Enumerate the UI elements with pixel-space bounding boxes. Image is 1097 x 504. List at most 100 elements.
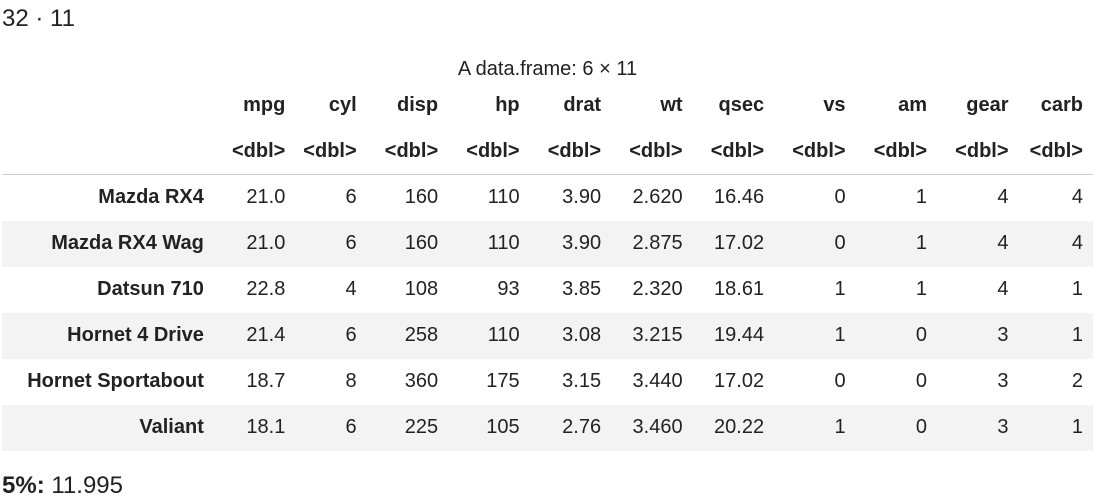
table-cell: 21.4 [246,324,286,346]
quantile-label: 5%: [2,472,45,499]
table-cell: 0 [915,370,928,392]
column-header-row: mpg cyl disp hp drat wt qsec vs am gear … [2,82,1093,128]
row-name: Mazda RX4 [98,186,204,209]
table-cell: 1 [915,232,928,254]
table-cell: 258 [404,324,439,346]
column-type: <dbl> [448,128,530,175]
table-cell: 3.90 [562,232,602,254]
table-cell: 3.215 [632,324,683,346]
table-cell: 18.61 [714,278,765,300]
row-name: Hornet 4 Drive [67,324,204,346]
table-cell: 18.1 [246,416,286,438]
table-cell: 4 [997,186,1009,209]
table-cell: 1 [1071,278,1083,300]
column-type: <dbl> [774,128,856,175]
column-header: qsec [718,93,765,116]
table-cell: 6 [345,232,357,254]
table-cell: 3 [997,370,1009,392]
table-cell: 110 [487,324,520,346]
table-cell: 360 [404,370,439,392]
table-cell: 2 [1071,370,1083,392]
table-cell: 8 [345,370,357,392]
table-cell: 2.76 [562,416,602,438]
row-name: Mazda RX4 Wag [51,232,204,254]
table-cell: 6 [345,186,357,209]
table-cell: 110 [487,232,520,254]
table-cell: 3.08 [562,324,602,346]
table-cell: 4 [1071,232,1083,254]
column-type: <dbl> [295,128,367,175]
quantile-value: 11.995 [51,472,123,499]
table-cell: 16.46 [714,186,765,209]
column-header: mpg [243,93,286,116]
table-cell: 0 [915,416,928,438]
table-cell: 1 [1071,324,1083,346]
row-name: Valiant [139,416,204,438]
column-header: hp [495,93,520,116]
column-header: disp [397,93,439,116]
column-type: <dbl> [937,128,1019,175]
table-cell: 6 [345,324,357,346]
table-cell: 2.620 [632,186,683,209]
table-cell: 22.8 [246,278,286,300]
table-cell: 21.0 [246,232,286,254]
table-cell: 19.44 [714,324,765,346]
table-cell: 0 [915,324,928,346]
dataframe-output: A data.frame: 6 × 11 mpg cyl disp hp dra… [2,56,1093,451]
table-cell: 18.7 [246,370,286,392]
table-cell: 17.02 [714,232,765,254]
quantile-output: 5%: 11.995 [2,470,123,502]
row-name-type [2,128,214,175]
table-cell: 1 [915,278,928,300]
table-cell: 20.22 [714,416,765,438]
table-cell: 21.0 [246,186,286,209]
column-header: cyl [328,93,357,116]
table-cell: 3 [997,416,1009,438]
table-cell: 3.90 [562,186,602,209]
table-row: Datsun 710 22.8 4 108 93 3.85 2.320 18.6… [2,267,1093,313]
table-cell: 0 [834,232,846,254]
table-cell: 108 [404,278,439,300]
table-cell: 175 [486,370,520,392]
column-type: <dbl> [692,128,775,175]
table-cell: 93 [497,278,520,300]
table-cell: 1 [834,278,846,300]
table-cell: 2.320 [632,278,683,300]
table-cell: 110 [487,186,520,209]
table-row: Mazda RX4 Wag 21.0 6 160 110 3.90 2.875 … [2,220,1093,267]
table-cell: 6 [345,416,357,438]
row-name: Datsun 710 [97,278,204,300]
row-name-header [2,82,214,128]
table-cell: 3 [997,324,1009,346]
table-cell: 3.460 [632,416,683,438]
table-cell: 17.02 [714,370,765,392]
table-cell: 3.15 [562,370,602,392]
column-type-row: <dbl> <dbl> <dbl> <dbl> <dbl> <dbl> <dbl… [2,128,1093,175]
table-cell: 0 [834,186,846,209]
column-type: <dbl> [529,128,612,175]
dataframe-table: mpg cyl disp hp drat wt qsec vs am gear … [2,82,1093,451]
table-row: Valiant 18.1 6 225 105 2.76 3.460 20.22 … [2,404,1093,451]
column-type: <dbl> [366,128,449,175]
table-cell: 4 [1071,186,1083,209]
column-header: carb [1040,93,1083,116]
table-cell: 1 [834,324,846,346]
column-header: vs [823,93,846,116]
table-cell: 160 [404,232,439,254]
table-cell: 4 [997,232,1009,254]
table-cell: 1 [915,186,928,209]
table-cell: 1 [1071,416,1083,438]
table-cell: 105 [486,416,520,438]
table-cell: 3.85 [562,278,602,300]
column-header: am [898,93,928,116]
table-cell: 160 [404,186,439,209]
table-row: Hornet Sportabout 18.7 8 360 175 3.15 3.… [2,359,1093,405]
dims-output: 32 · 11 [2,5,75,32]
column-header: gear [966,93,1009,116]
row-name: Hornet Sportabout [27,370,204,392]
table-row: Mazda RX4 21.0 6 160 110 3.90 2.620 16.4… [2,175,1093,221]
table-cell: 225 [404,416,439,438]
column-type: <dbl> [855,128,938,175]
column-header: wt [660,93,683,116]
table-cell: 4 [997,278,1009,300]
